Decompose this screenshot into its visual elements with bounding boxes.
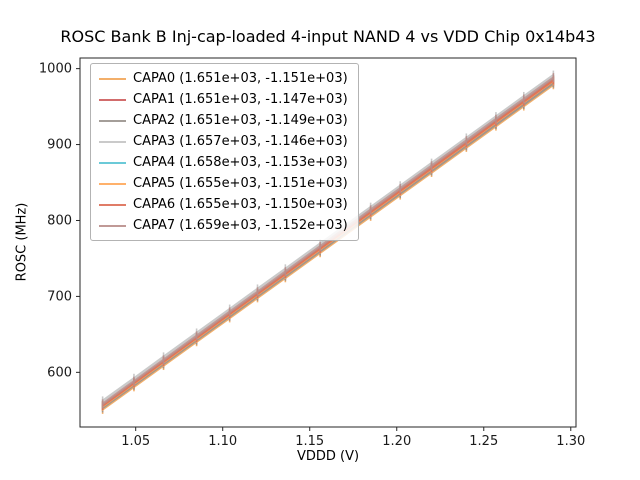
legend-item-capa7: CAPA7 (1.659e+03, -1.152e+03) <box>99 216 348 235</box>
x-axis-label: VDDD (V) <box>296 449 360 464</box>
legend-label-capa7: CAPA7 (1.659e+03, -1.152e+03) <box>133 218 348 233</box>
legend-item-capa1: CAPA1 (1.651e+03, -1.147e+03) <box>99 90 348 109</box>
legend-swatch-capa6 <box>99 203 126 206</box>
y-tick-label: 600 <box>47 365 72 380</box>
x-tick-label: 1.30 <box>556 434 585 449</box>
legend-label-capa3: CAPA3 (1.657e+03, -1.146e+03) <box>133 134 348 149</box>
legend-label-capa0: CAPA0 (1.651e+03, -1.151e+03) <box>133 71 348 86</box>
x-tick-label: 1.10 <box>208 434 237 449</box>
legend: CAPA0 (1.651e+03, -1.151e+03) CAPA1 (1.65… <box>90 63 359 241</box>
legend-label-capa1: CAPA1 (1.651e+03, -1.147e+03) <box>133 92 348 107</box>
legend-label-capa5: CAPA5 (1.655e+03, -1.151e+03) <box>133 176 348 191</box>
legend-item-capa0: CAPA0 (1.651e+03, -1.151e+03) <box>99 69 348 88</box>
legend-item-capa2: CAPA2 (1.651e+03, -1.149e+03) <box>99 111 348 130</box>
legend-label-capa4: CAPA4 (1.658e+03, -1.153e+03) <box>133 155 348 170</box>
axes-spines <box>79 57 577 428</box>
x-tick-label: 1.20 <box>382 434 411 449</box>
x-tick-label: 1.15 <box>295 434 324 449</box>
x-tick-label: 1.05 <box>121 434 150 449</box>
legend-item-capa6: CAPA6 (1.655e+03, -1.150e+03) <box>99 195 348 214</box>
legend-swatch-capa1 <box>99 98 126 101</box>
legend-swatch-capa4 <box>99 161 126 164</box>
legend-swatch-capa0 <box>99 77 126 80</box>
x-tick-label: 1.25 <box>469 434 498 449</box>
legend-swatch-capa5 <box>99 182 126 185</box>
legend-swatch-capa7 <box>99 224 126 227</box>
legend-item-capa5: CAPA5 (1.655e+03, -1.151e+03) <box>99 174 348 193</box>
legend-item-capa4: CAPA4 (1.658e+03, -1.153e+03) <box>99 153 348 172</box>
y-tick-label: 800 <box>47 213 72 228</box>
y-tick-label: 1000 <box>39 62 72 77</box>
legend-swatch-capa2 <box>99 119 126 122</box>
legend-label-capa6: CAPA6 (1.655e+03, -1.150e+03) <box>133 197 348 212</box>
legend-item-capa3: CAPA3 (1.657e+03, -1.146e+03) <box>99 132 348 151</box>
y-tick-label: 900 <box>47 138 72 153</box>
legend-swatch-capa3 <box>99 140 126 143</box>
chart-title: ROSC Bank B Inj-cap-loaded 4-input NAND … <box>60 27 596 46</box>
y-tick-label: 700 <box>47 289 72 304</box>
legend-label-capa2: CAPA2 (1.651e+03, -1.149e+03) <box>133 113 348 128</box>
